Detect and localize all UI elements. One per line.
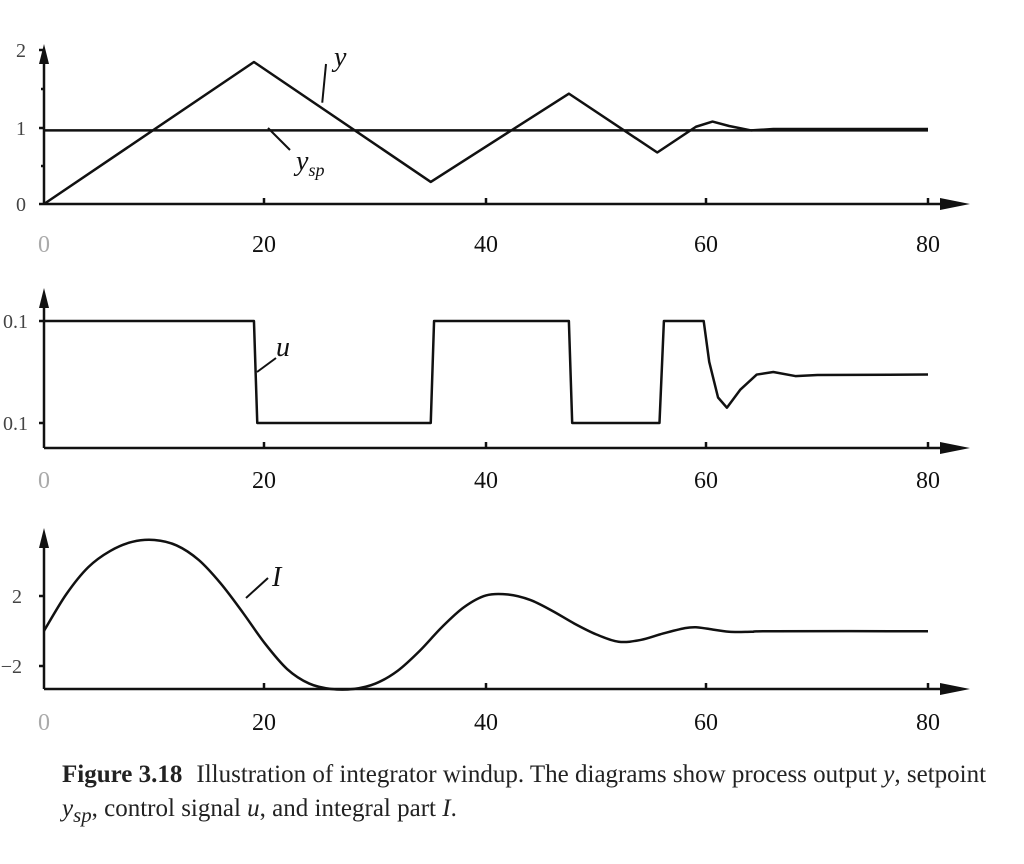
y-tick-label: 0.1 [3, 311, 28, 333]
y-tick-label: 0.1 [3, 413, 28, 435]
annotation-label-u: u [276, 332, 290, 363]
caption-var-ysp-main: y [62, 795, 74, 822]
figure-caption: Figure 3.18 Illustration of integrator wi… [62, 758, 1002, 832]
caption-text-end: . [450, 795, 457, 822]
x-tick-label: 40 [474, 468, 498, 494]
annotation-leader-y [321, 63, 327, 103]
annotation-leader-u [256, 357, 277, 373]
x-tick-label: 20 [252, 232, 276, 258]
y-axis-arrowhead [39, 528, 49, 548]
annotation-label-ysp: ysp [293, 146, 324, 180]
annotation-label-main: y [331, 42, 347, 73]
x-tick-label: 0 [38, 232, 50, 258]
x-tick-label: 60 [694, 468, 718, 494]
x-tick-label: 80 [916, 468, 940, 494]
x-tick-label: 0 [38, 710, 50, 736]
y-tick-label: −2 [1, 656, 22, 678]
caption-text-2: , setpoint [894, 761, 987, 788]
panel-middle: 0 20 40 60 80 0.1 0.1 u [3, 288, 970, 494]
y-tick-label: 0 [16, 194, 26, 216]
annotation-label-main: I [271, 562, 283, 593]
x-axis-arrowhead [940, 442, 970, 454]
x-axis-arrowhead [940, 683, 970, 695]
x-tick-label: 40 [474, 232, 498, 258]
panel-bottom: 0 20 40 60 80 2 −2 I [1, 528, 970, 736]
x-tick-label: 20 [252, 710, 276, 736]
annotation-label-main: u [276, 332, 290, 363]
caption-text-1: Illustration of integrator windup. The d… [196, 761, 884, 788]
annotation-leader-ysp [267, 127, 291, 151]
caption-var-u: u [247, 795, 260, 822]
annotation-label-y: y [331, 42, 347, 73]
caption-text-4: , and integral part [259, 795, 443, 822]
x-tick-label: 80 [916, 710, 940, 736]
series-line-y [43, 60, 928, 206]
caption-figure-label: Figure 3.18 [62, 761, 183, 788]
x-tick-label: 0 [38, 468, 50, 494]
y-tick-label: 2 [16, 40, 26, 62]
x-axis-arrowhead [940, 198, 970, 210]
caption-var-ysp-sub: sp [73, 803, 92, 827]
y-tick-label: 1 [16, 118, 26, 140]
caption-var-ysp: ysp [62, 795, 92, 827]
caption-var-I: I [442, 795, 451, 822]
series-line-I [42, 538, 929, 691]
annotation-label-sub: sp [308, 160, 324, 180]
x-tick-label: 60 [694, 710, 718, 736]
y-tick-label: 2 [12, 586, 22, 608]
annotation-label-I: I [271, 562, 283, 593]
annotation-label-main: y [293, 146, 309, 177]
series-line-u [44, 319, 929, 425]
x-tick-label: 20 [252, 468, 276, 494]
annotation-leader-I [245, 577, 269, 599]
y-axis-arrowhead [39, 44, 49, 64]
caption-var-y: y [883, 761, 895, 788]
y-axis-arrowhead [39, 288, 49, 308]
x-tick-label: 60 [694, 232, 718, 258]
x-tick-label: 80 [916, 232, 940, 258]
x-tick-label: 40 [474, 710, 498, 736]
caption-text-3: , control signal [91, 795, 248, 822]
